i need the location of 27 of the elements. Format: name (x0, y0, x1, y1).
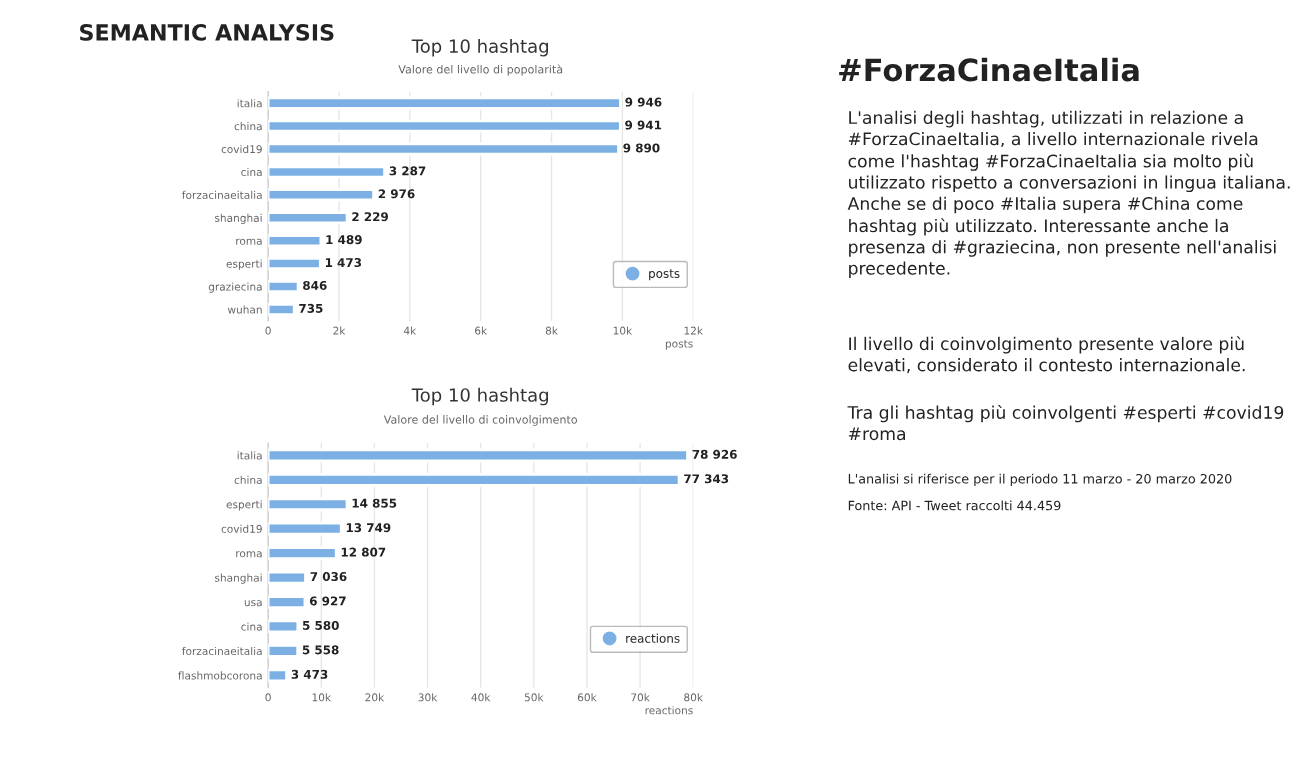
text: Tra gli hashtag più coinvolgenti #esperti #covid19 #roma (847, 404, 1284, 441)
bar (268, 546, 338, 561)
bar (268, 279, 300, 294)
text: #ForzaCinaeItalia (839, 57, 1139, 82)
bar (268, 188, 375, 202)
text: Il livello di coinvolgimento presente valore più elevati, considerato il contesto internazionale. (848, 336, 1245, 374)
bar (268, 472, 681, 487)
text: L'analisi degli hashtag, utilizzati in relazione a #ForzaCinaeItalia, a livello internazionale rivela come l'hashtag #ForzaCinaeItalia sia molto più utilizzato rispetto a conversazioni in lingua italiana. Anche se di poco #Italia supera #China come hashtag più utilizzato. Interessante anche la presenza di #graziecina, non presente nell'analisi precedente. (847, 110, 1290, 279)
bar (268, 668, 288, 683)
bar (268, 119, 622, 133)
bar (268, 497, 349, 512)
bar (268, 211, 349, 225)
bar (268, 165, 386, 179)
bar (268, 257, 322, 271)
bar (268, 142, 620, 156)
bar (268, 448, 689, 463)
bar (268, 644, 300, 658)
bar (268, 521, 343, 536)
bar (268, 619, 300, 634)
text: SEMANTIC ANALYSIS (80, 24, 334, 41)
bar (268, 595, 307, 609)
bar (268, 302, 296, 316)
bar (268, 570, 307, 585)
bar (268, 96, 622, 110)
chart-title: Top 10 hashtag (411, 387, 548, 406)
chart-title: Top 10 hashtag (411, 39, 548, 57)
bar (268, 234, 323, 248)
